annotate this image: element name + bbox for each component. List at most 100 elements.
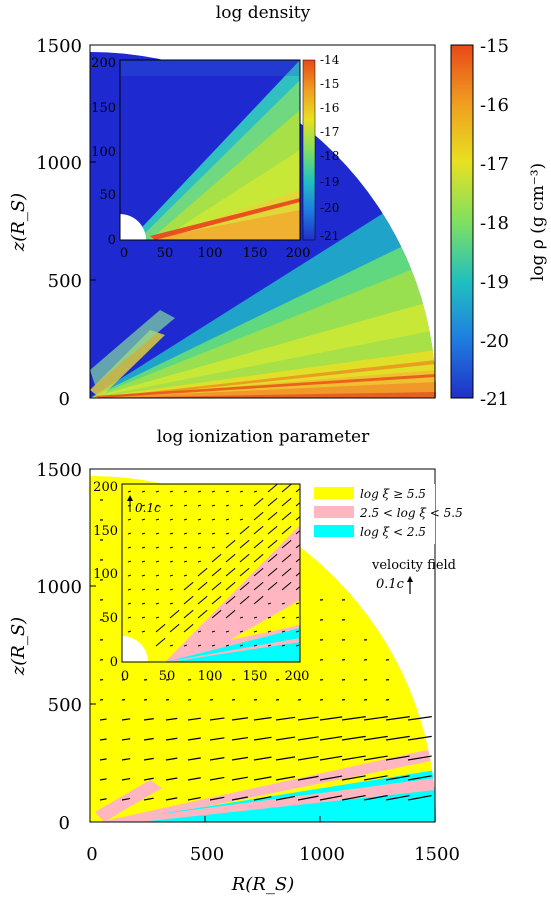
inset-velocity-arrow <box>141 504 146 507</box>
inset-velocity-arrow <box>197 609 208 619</box>
velocity-arrow <box>385 775 410 781</box>
velocity-arrow <box>363 716 388 721</box>
inset-velocity-arrow <box>211 630 216 633</box>
velocity-arrow <box>297 775 319 781</box>
inset-velocity-arrow <box>169 532 174 535</box>
ion-ytick-500: 500 <box>48 695 82 716</box>
inset-velocity-arrow <box>211 546 216 549</box>
inset-velocity-arrow <box>197 630 202 633</box>
inset-velocity-arrow <box>183 623 194 633</box>
velocity-arrow <box>319 795 343 801</box>
inset-velocity-arrow <box>239 567 250 577</box>
inset-velocity-arrow <box>155 546 160 549</box>
inset-velocity-arrow <box>225 553 236 563</box>
inset-velocity-arrow <box>141 616 146 619</box>
inset-velocity-key: 0.1c <box>135 501 161 515</box>
density-title: log density <box>216 3 311 23</box>
inset-velocity-arrow <box>253 490 258 493</box>
inset-velocity-arrow <box>155 574 160 577</box>
inset-velocity-arrow <box>155 602 160 605</box>
ionization-title: log ionization parameter <box>157 427 370 447</box>
velocity-arrow <box>341 794 366 801</box>
inset-velocity-arrow <box>197 581 208 591</box>
velocity-arrow <box>407 716 432 721</box>
inset-velocity-arrow <box>183 504 188 507</box>
inset-velocity-arrow <box>281 581 292 591</box>
velocity-arrow <box>253 736 272 741</box>
inset-cbar-21: -21 <box>320 229 339 243</box>
colorbar-label: log ρ (g cm⁻³) <box>528 163 548 281</box>
inset-velocity-arrow <box>183 644 188 647</box>
velocity-arrow <box>253 776 272 781</box>
ionization-yticks: 0 500 1000 1500 <box>36 460 96 834</box>
inset-velocity-arrow <box>281 644 286 647</box>
velocity-arrow <box>231 756 249 761</box>
inset-velocity-arrow <box>253 511 264 521</box>
inset-velocity-arrow <box>239 518 244 521</box>
density-inset-xtick-150: 150 <box>243 246 268 261</box>
cbar-tick-18: -18 <box>480 213 509 234</box>
velocity-arrow <box>99 758 107 761</box>
inset-velocity-arrow <box>225 630 230 633</box>
inset-velocity-arrow <box>141 518 146 521</box>
velocity-arrow <box>99 738 107 741</box>
inset-velocity-arrow <box>155 623 166 633</box>
inset-velocity-arrow <box>225 609 236 619</box>
velocity-arrow <box>121 758 131 761</box>
inset-velocity-arrow <box>141 490 146 493</box>
density-inset-ytick-200: 200 <box>91 56 116 71</box>
inset-velocity-arrow <box>197 560 202 563</box>
velocity-arrow <box>297 716 319 721</box>
velocity-arrow <box>275 716 296 721</box>
velocity-arrow <box>407 735 432 741</box>
inset-cbar-17: -17 <box>320 125 339 139</box>
inset-velocity-arrow <box>281 630 286 633</box>
velocity-arrow <box>143 737 154 741</box>
legend-swatch-high <box>314 487 354 499</box>
inset-velocity-arrow <box>281 602 286 605</box>
velocity-arrow <box>407 794 432 801</box>
legend-swatch-low <box>314 525 354 537</box>
velocity-arrow <box>209 757 225 761</box>
velocity-arrow <box>143 718 154 721</box>
inset-cbar-18: -18 <box>320 149 339 163</box>
inset-velocity-arrow <box>211 609 222 619</box>
inset-velocity-arrow <box>267 581 278 591</box>
ion-xtick-1000: 1000 <box>299 844 345 865</box>
inset-velocity-arrow <box>281 616 286 619</box>
inset-velocity-arrow <box>239 504 244 507</box>
inset-velocity-arrow <box>169 546 174 549</box>
inset-velocity-arrow <box>253 553 264 563</box>
inset-velocity-arrow <box>239 616 244 619</box>
inset-velocity-arrow <box>295 501 300 507</box>
inset-velocity-arrow <box>281 567 292 577</box>
ion-xtick-1500: 1500 <box>414 844 460 865</box>
ionization-legend: log ξ ≥ 5.5 2.5 < log ξ < 5.5 log ξ < 2.… <box>310 484 463 544</box>
inset-velocity-arrow <box>253 644 258 647</box>
inset-velocity-arrow <box>281 553 292 563</box>
inset-velocity-arrow <box>141 630 146 633</box>
ion-ytick-0: 0 <box>59 813 70 834</box>
inset-velocity-arrow <box>169 588 174 591</box>
velocity-arrow <box>297 755 319 761</box>
inset-velocity-arrow <box>253 581 264 591</box>
inset-velocity-arrow <box>239 553 250 563</box>
velocity-arrow <box>187 777 201 781</box>
velocity-arrow <box>297 736 319 741</box>
inset-velocity-arrow <box>197 490 202 493</box>
inset-velocity-arrow <box>225 490 230 493</box>
inset-velocity-arrow <box>211 532 216 535</box>
inset-velocity-arrow <box>183 574 188 577</box>
inset-velocity-arrow <box>225 595 236 605</box>
velocity-arrow <box>363 775 388 781</box>
inset-velocity-arrow <box>295 585 300 591</box>
density-inset-ytick-100: 100 <box>91 145 116 160</box>
inset-velocity-arrow <box>295 543 300 549</box>
inset-velocity-arrow <box>183 518 188 521</box>
ionization-inset: 0.1c 0 50 100 150 200 0 50 100 150 200 <box>93 480 309 684</box>
inset-velocity-arrow <box>239 539 250 549</box>
velocity-arrows-main <box>99 499 432 801</box>
inset-velocity-arrow <box>211 644 216 647</box>
density-panel: log density 0 500 <box>8 3 548 410</box>
velocity-arrow <box>341 735 366 741</box>
